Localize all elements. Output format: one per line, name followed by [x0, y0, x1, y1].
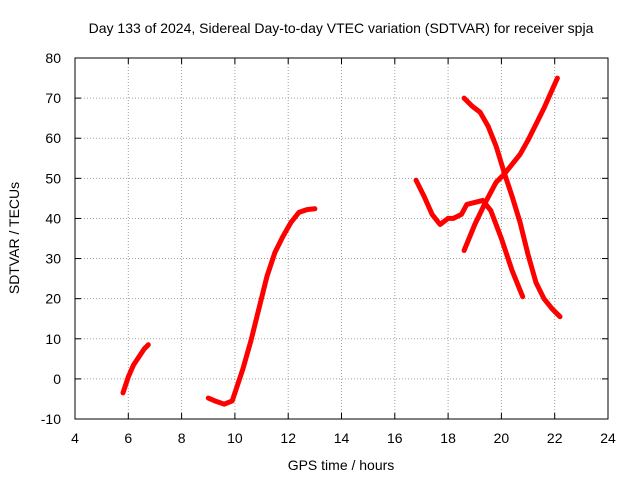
y-tick-label: -10 [41, 411, 61, 427]
x-tick-label: 20 [494, 430, 510, 446]
grid [75, 58, 608, 419]
y-tick-label: 0 [53, 371, 61, 387]
x-tick-label: 18 [440, 430, 456, 446]
y-tick-label: 10 [45, 331, 61, 347]
x-tick-label: 4 [71, 430, 79, 446]
series-line-4 [461, 75, 560, 253]
series-line-2 [205, 206, 318, 407]
series-layer [120, 75, 563, 407]
series-line-1 [120, 342, 151, 396]
x-tick-label: 10 [227, 430, 243, 446]
y-tick-label: 80 [45, 50, 61, 66]
x-tick-labels: 4 6 8 10 12 14 16 18 20 22 24 [71, 430, 616, 446]
x-tick-label: 6 [124, 430, 132, 446]
series-line-5 [461, 95, 563, 320]
ticks [74, 57, 609, 420]
y-tick-labels: -10 0 10 20 30 40 50 60 70 80 [41, 50, 61, 427]
x-tick-label: 12 [280, 430, 296, 446]
y-tick-label: 60 [45, 130, 61, 146]
y-tick-label: 20 [45, 291, 61, 307]
y-tick-label: 30 [45, 251, 61, 267]
series-line-3 [413, 177, 526, 300]
y-tick-label: 70 [45, 90, 61, 106]
y-tick-label: 50 [45, 170, 61, 186]
x-axis-label: GPS time / hours [288, 457, 395, 473]
x-tick-label: 14 [334, 430, 350, 446]
y-axis-label: SDTVAR / TECUs [6, 182, 22, 294]
x-tick-label: 16 [387, 430, 403, 446]
chart-title: Day 133 of 2024, Sidereal Day-to-day VTE… [89, 20, 594, 36]
y-tick-label: 40 [45, 210, 61, 226]
x-tick-label: 22 [547, 430, 563, 446]
x-tick-label: 24 [600, 430, 616, 446]
x-tick-label: 8 [178, 430, 186, 446]
